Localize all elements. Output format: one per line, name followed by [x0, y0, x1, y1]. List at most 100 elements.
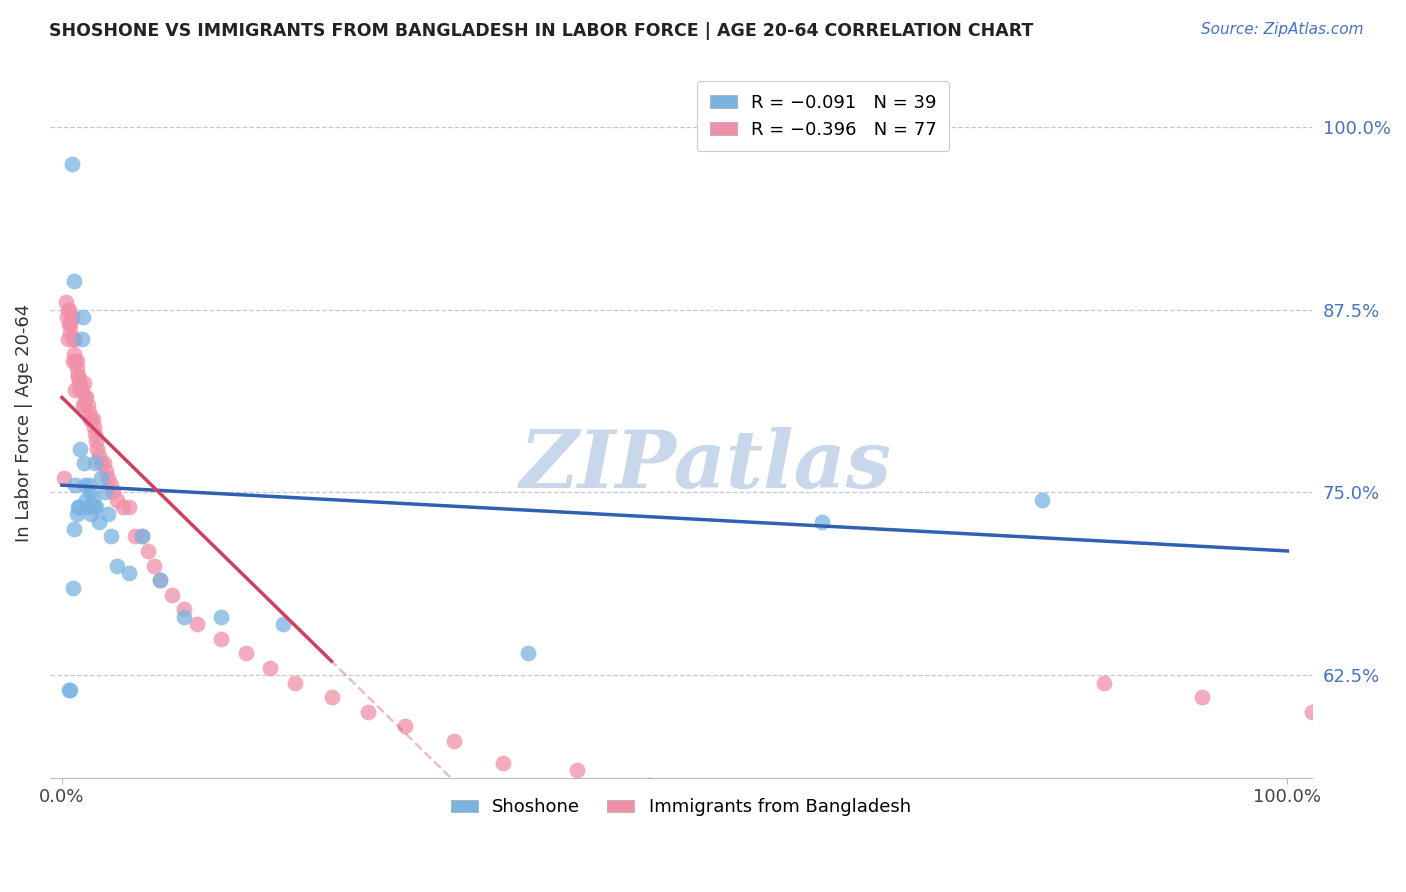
Point: [72, 310, 94, 324]
Point: [83, 419, 105, 434]
Point: [357, 705, 380, 719]
Point: [259, 661, 281, 675]
Point: [87, 449, 110, 463]
Point: [75, 391, 97, 405]
Point: [63, 332, 86, 346]
Point: [1007, 829, 1029, 843]
Point: [105, 492, 128, 507]
Point: [67, 376, 90, 390]
Point: [235, 646, 257, 660]
Point: [149, 573, 172, 587]
Point: [94, 485, 117, 500]
Point: [53, 471, 76, 485]
Point: [136, 544, 159, 558]
Point: [271, 617, 294, 632]
Point: [142, 558, 165, 573]
Point: [100, 529, 122, 543]
Point: [394, 719, 416, 733]
Point: [69, 442, 91, 456]
Point: [1399, 719, 1406, 733]
Point: [75, 478, 97, 492]
Point: [724, 785, 747, 799]
Point: [69, 376, 91, 390]
Point: [79, 412, 101, 426]
Point: [69, 383, 91, 397]
Point: [100, 478, 122, 492]
Point: [76, 398, 98, 412]
Point: [62, 581, 84, 595]
Point: [63, 522, 86, 536]
Point: [77, 405, 100, 419]
Point: [492, 756, 515, 770]
Point: [75, 492, 97, 507]
Point: [84, 427, 107, 442]
Point: [84, 456, 107, 470]
Point: [84, 434, 107, 449]
Point: [131, 529, 153, 543]
Point: [83, 500, 105, 514]
Point: [66, 368, 89, 383]
Point: [1031, 492, 1053, 507]
Legend: Shoshone, Immigrants from Bangladesh: Shoshone, Immigrants from Bangladesh: [441, 789, 920, 825]
Point: [810, 515, 832, 529]
Point: [56, 332, 79, 346]
Point: [93, 456, 115, 470]
Point: [63, 346, 86, 360]
Point: [56, 302, 79, 317]
Point: [1092, 675, 1115, 690]
Point: [58, 682, 80, 697]
Point: [55, 295, 77, 310]
Point: [810, 799, 832, 814]
Point: [82, 492, 104, 507]
Point: [87, 515, 110, 529]
Point: [209, 609, 232, 624]
Point: [65, 383, 87, 397]
Point: [80, 508, 103, 522]
Point: [1301, 705, 1323, 719]
Point: [73, 456, 96, 470]
Point: [118, 566, 141, 580]
Point: [59, 318, 82, 332]
Point: [65, 354, 87, 368]
Point: [86, 442, 108, 456]
Text: Source: ZipAtlas.com: Source: ZipAtlas.com: [1201, 22, 1364, 37]
Point: [63, 332, 86, 346]
Point: [118, 500, 141, 514]
Text: ZIPatlas: ZIPatlas: [520, 427, 891, 504]
Point: [173, 602, 195, 616]
Point: [97, 471, 120, 485]
Point: [73, 398, 96, 412]
Point: [58, 318, 80, 332]
Point: [60, 310, 83, 324]
Point: [90, 471, 112, 485]
Point: [63, 273, 86, 287]
Point: [82, 412, 104, 426]
Point: [72, 398, 94, 412]
Point: [103, 485, 125, 500]
Point: [59, 682, 82, 697]
Point: [209, 632, 232, 646]
Y-axis label: In Labor Force | Age 20-64: In Labor Force | Age 20-64: [15, 304, 32, 542]
Point: [124, 529, 146, 543]
Point: [73, 376, 96, 390]
Point: [67, 500, 90, 514]
Point: [76, 500, 98, 514]
Point: [59, 325, 82, 339]
Point: [131, 529, 153, 543]
Point: [70, 332, 93, 346]
Point: [70, 383, 93, 397]
Point: [321, 690, 343, 705]
Point: [77, 478, 100, 492]
Point: [186, 617, 208, 632]
Point: [80, 412, 103, 426]
Point: [56, 310, 79, 324]
Point: [65, 361, 87, 376]
Point: [160, 588, 183, 602]
Point: [84, 500, 107, 514]
Point: [60, 156, 83, 170]
Point: [79, 485, 101, 500]
Point: [65, 354, 87, 368]
Point: [105, 558, 128, 573]
Point: [94, 464, 117, 478]
Point: [443, 734, 465, 748]
